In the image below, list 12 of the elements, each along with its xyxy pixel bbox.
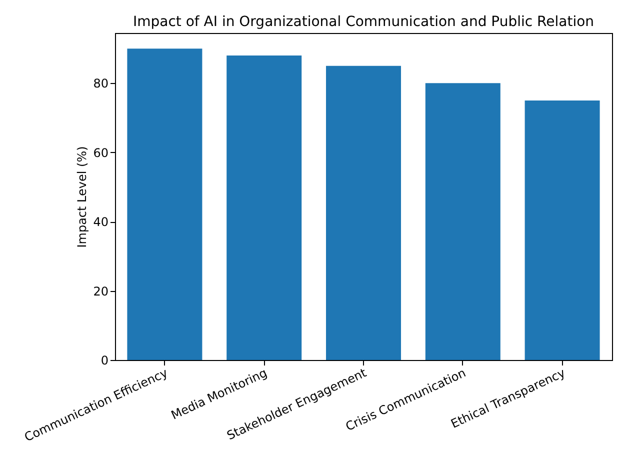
bar [326,66,401,360]
y-tick-label: 40 [93,215,108,230]
y-tick-label: 80 [93,76,108,91]
bar [226,55,302,360]
y-tick-label: 0 [100,354,108,368]
y-axis-title: Impact Level (%) [75,146,90,248]
bar [524,100,600,360]
y-tick-label: 20 [93,284,108,298]
bar [425,83,500,360]
y-tick-label: 60 [93,146,108,160]
bar [127,48,202,360]
chart-title: Impact of AI in Organizational Communication and Public Relation [132,14,594,30]
